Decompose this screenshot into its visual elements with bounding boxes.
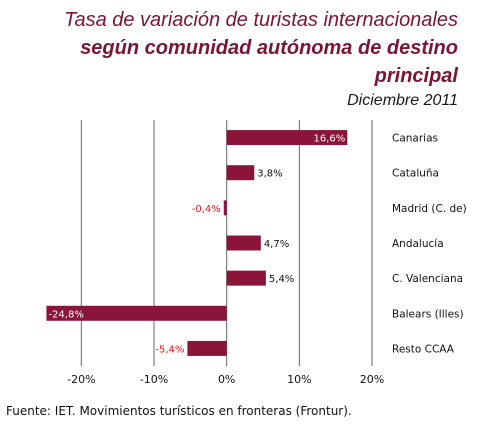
bar <box>226 130 348 146</box>
source-note: Fuente: IET. Movimientos turísticos en f… <box>6 404 352 418</box>
data-label: -5,4% <box>155 344 184 355</box>
category-label: Balears (Illes) <box>392 308 464 320</box>
x-tick-label: 0% <box>218 373 235 386</box>
x-tick-label: -10% <box>140 373 168 386</box>
bar <box>46 305 227 321</box>
category-label: Canarias <box>392 133 438 145</box>
category-label: C. Valenciana <box>392 273 463 285</box>
category-label: Madrid (C. de) <box>392 203 467 215</box>
bar <box>223 200 227 216</box>
data-label: 16,6% <box>314 134 346 145</box>
chart-title-line2: según comunidad autónoma de destino prin… <box>80 37 458 87</box>
x-tick-label: 10% <box>287 373 311 386</box>
chart-title-block: Tasa de variación de turistas internacio… <box>38 6 458 112</box>
data-label: 5,4% <box>269 274 294 285</box>
data-label: 3,8% <box>257 169 282 180</box>
data-label: -24,8% <box>48 309 83 320</box>
bar <box>226 235 261 251</box>
category-label: Cataluña <box>392 168 439 180</box>
chart-title-line1: Tasa de variación de turistas internacio… <box>64 9 458 31</box>
bar <box>187 340 227 356</box>
chart-subtitle: Diciembre 2011 <box>347 92 458 109</box>
bar <box>226 270 266 286</box>
x-tick-label: -20% <box>67 373 95 386</box>
data-label: -0,4% <box>192 204 221 215</box>
data-label: 4,7% <box>264 239 289 250</box>
category-label: Andalucía <box>392 238 444 250</box>
x-tick-label: 20% <box>360 373 384 386</box>
category-label: Resto CCAA <box>392 343 455 355</box>
bar <box>226 165 255 181</box>
